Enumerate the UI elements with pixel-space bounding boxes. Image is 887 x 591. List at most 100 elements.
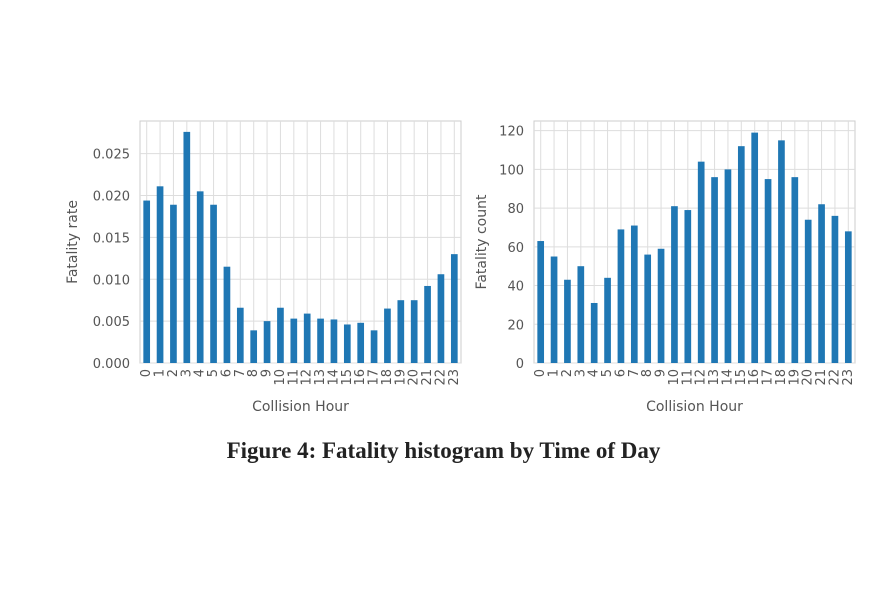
y-tick-label: 20 xyxy=(507,318,524,333)
bar xyxy=(290,318,298,363)
bar xyxy=(590,302,598,363)
bar xyxy=(343,324,351,363)
x-tick-label: 6 xyxy=(219,369,234,377)
x-tick-label: 21 xyxy=(814,369,829,386)
fatality-rate-chart: 0.0000.0050.0100.0150.0200.0250123456789… xyxy=(65,120,462,415)
plot-area xyxy=(139,120,462,364)
x-tick-label: 1 xyxy=(153,369,168,377)
x-tick-label: 2 xyxy=(560,369,575,377)
bar xyxy=(604,277,611,363)
x-tick-label: 15 xyxy=(340,369,355,386)
x-tick-label: 7 xyxy=(627,369,642,377)
x-tick-label: 9 xyxy=(260,369,275,377)
x-tick-label: 21 xyxy=(420,369,435,386)
y-tick-label: 0 xyxy=(516,357,524,372)
x-tick-label: 11 xyxy=(680,369,695,386)
x-axis-label: Collision Hour xyxy=(252,399,349,415)
bar xyxy=(156,186,164,363)
x-tick-label: 16 xyxy=(353,369,368,386)
bar xyxy=(737,146,745,363)
x-tick-label: 19 xyxy=(393,369,408,386)
y-tick-label: 0.020 xyxy=(93,190,130,205)
x-tick-label: 3 xyxy=(179,369,194,377)
x-tick-label: 5 xyxy=(206,369,221,377)
bar xyxy=(617,229,625,363)
bar xyxy=(537,241,545,363)
x-tick-label: 20 xyxy=(407,369,422,386)
bar xyxy=(450,254,458,363)
bar xyxy=(303,313,311,363)
bar xyxy=(143,200,151,363)
bar xyxy=(263,321,271,363)
x-tick-label: 10 xyxy=(273,369,288,386)
y-tick-label: 0.025 xyxy=(93,148,130,163)
bar xyxy=(804,219,812,363)
x-tick-label: 8 xyxy=(640,369,655,377)
bar xyxy=(657,248,665,363)
bar xyxy=(236,307,244,363)
bar xyxy=(644,254,652,363)
x-tick-label: 8 xyxy=(246,369,261,377)
x-tick-label: 14 xyxy=(720,369,735,386)
y-tick-label: 0.010 xyxy=(93,273,130,288)
y-tick-label: 60 xyxy=(507,241,524,256)
bar xyxy=(397,300,405,363)
x-tick-label: 18 xyxy=(380,369,395,386)
bar xyxy=(764,179,772,363)
x-tick-label: 9 xyxy=(654,369,669,377)
y-tick-label: 0.000 xyxy=(93,357,130,372)
x-tick-label: 14 xyxy=(326,369,341,386)
x-tick-label: 23 xyxy=(841,369,856,386)
bar xyxy=(684,210,692,363)
y-tick-label: 0.015 xyxy=(93,231,130,246)
bar xyxy=(550,256,558,363)
x-tick-label: 13 xyxy=(707,369,722,386)
y-tick-label: 80 xyxy=(507,202,524,217)
bar xyxy=(250,330,258,363)
bar xyxy=(844,231,852,363)
plot-area xyxy=(533,120,856,364)
bar xyxy=(564,279,571,363)
bar xyxy=(751,132,759,363)
bar xyxy=(170,204,177,363)
bar xyxy=(330,319,338,363)
x-tick-label: 13 xyxy=(313,369,328,386)
x-tick-label: 10 xyxy=(667,369,682,386)
bar xyxy=(711,177,718,363)
bar xyxy=(577,266,585,363)
x-tick-label: 17 xyxy=(761,369,776,386)
x-tick-label: 1 xyxy=(547,369,562,377)
x-tick-label: 0 xyxy=(533,369,548,377)
x-axis-label: Collision Hour xyxy=(646,399,743,415)
x-tick-label: 18 xyxy=(774,369,789,386)
bar xyxy=(791,177,799,363)
x-tick-label: 16 xyxy=(747,369,762,386)
x-tick-label: 22 xyxy=(433,369,448,386)
y-tick-label: 40 xyxy=(507,280,524,295)
bar xyxy=(831,215,839,363)
bar xyxy=(317,318,324,363)
x-tick-label: 23 xyxy=(447,369,462,386)
bar xyxy=(818,204,825,363)
figure-caption: Figure 4: Fatality histogram by Time of … xyxy=(226,438,661,463)
y-axis-label: Fatality rate xyxy=(65,200,81,284)
bar xyxy=(697,161,705,363)
bar xyxy=(424,285,431,363)
bar xyxy=(370,330,378,363)
bar xyxy=(277,307,284,363)
x-tick-label: 12 xyxy=(300,369,315,386)
bar xyxy=(196,191,204,363)
x-tick-label: 5 xyxy=(600,369,615,377)
y-tick-label: 100 xyxy=(499,163,524,178)
y-tick-label: 0.005 xyxy=(93,315,130,330)
x-tick-label: 4 xyxy=(193,369,208,377)
x-tick-label: 11 xyxy=(286,369,301,386)
x-tick-label: 6 xyxy=(613,369,628,377)
x-tick-label: 20 xyxy=(801,369,816,386)
x-tick-label: 17 xyxy=(367,369,382,386)
bar xyxy=(410,300,418,363)
y-tick-label: 120 xyxy=(499,125,524,140)
bar xyxy=(223,266,231,363)
bar xyxy=(210,204,217,363)
x-tick-label: 15 xyxy=(734,369,749,386)
